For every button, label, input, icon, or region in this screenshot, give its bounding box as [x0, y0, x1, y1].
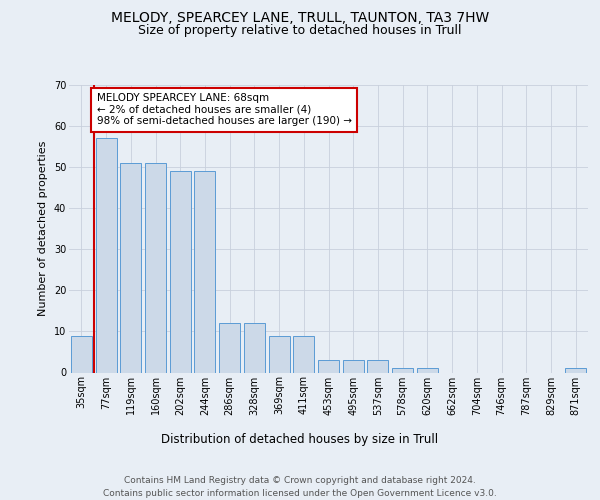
- Bar: [145, 163, 166, 372]
- Bar: [95, 138, 116, 372]
- Bar: [219, 323, 240, 372]
- Bar: [120, 163, 141, 372]
- Bar: [170, 171, 191, 372]
- Text: MELODY, SPEARCEY LANE, TRULL, TAUNTON, TA3 7HW: MELODY, SPEARCEY LANE, TRULL, TAUNTON, T…: [111, 11, 489, 25]
- Text: Contains HM Land Registry data © Crown copyright and database right 2024.
Contai: Contains HM Land Registry data © Crown c…: [103, 476, 497, 498]
- Text: MELODY SPEARCEY LANE: 68sqm
← 2% of detached houses are smaller (4)
98% of semi-: MELODY SPEARCEY LANE: 68sqm ← 2% of deta…: [97, 93, 352, 126]
- Y-axis label: Number of detached properties: Number of detached properties: [38, 141, 48, 316]
- Bar: [417, 368, 438, 372]
- Bar: [318, 360, 339, 372]
- Bar: [244, 323, 265, 372]
- Bar: [565, 368, 586, 372]
- Bar: [367, 360, 388, 372]
- Bar: [293, 336, 314, 372]
- Bar: [343, 360, 364, 372]
- Text: Size of property relative to detached houses in Trull: Size of property relative to detached ho…: [138, 24, 462, 37]
- Bar: [269, 336, 290, 372]
- Bar: [194, 171, 215, 372]
- Text: Distribution of detached houses by size in Trull: Distribution of detached houses by size …: [161, 432, 439, 446]
- Bar: [392, 368, 413, 372]
- Bar: [71, 336, 92, 372]
